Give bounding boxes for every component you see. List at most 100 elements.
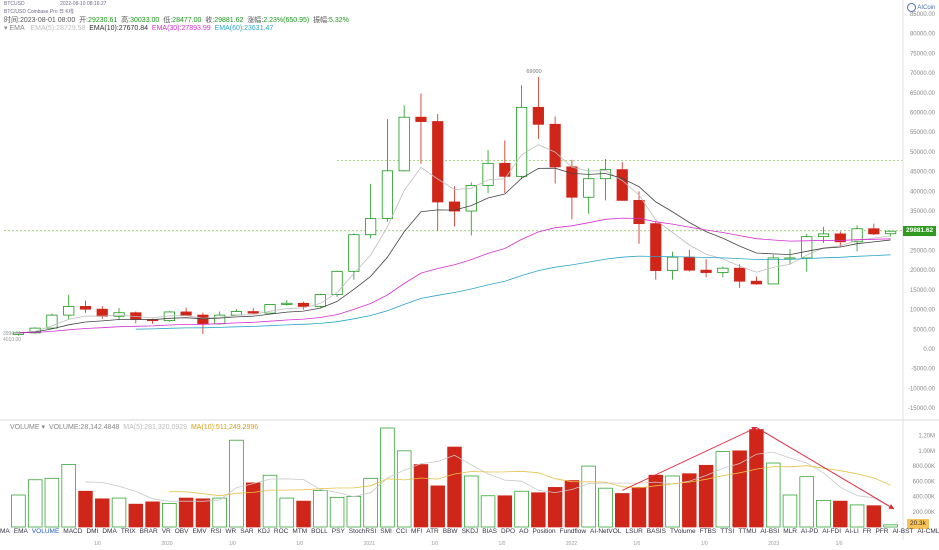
- price-tick-label: 45000.00: [910, 170, 936, 176]
- candle-up: [281, 302, 293, 305]
- indicator-tab-ttsi[interactable]: TTSI: [720, 528, 735, 535]
- price-tick-label: -10000.00: [908, 386, 936, 392]
- ema-legend-name[interactable]: EMA: [9, 25, 25, 32]
- indicator-tab-dmi[interactable]: DMI: [86, 528, 99, 535]
- chart-grid: [4, 160, 903, 232]
- indicator-tab-ftbs[interactable]: FTBS: [699, 528, 717, 535]
- volume-tick-label: 600.00K: [913, 479, 935, 485]
- volume-bar-up: [229, 439, 244, 528]
- indicator-tab-emv[interactable]: EMV: [192, 528, 207, 535]
- price-tick-label: 15000.00: [910, 288, 936, 294]
- volume-bar-down: [648, 474, 664, 528]
- indicator-tab-ma[interactable]: MA: [0, 528, 10, 535]
- indicator-tab-roc[interactable]: ROC: [273, 528, 289, 535]
- indicator-tab-stochrsi[interactable]: StochRSI: [348, 528, 377, 535]
- left-level-tag-2: 4010.00: [3, 337, 22, 343]
- price-tick-label: 10000.00: [910, 308, 936, 314]
- indicator-tab-ai-netvol[interactable]: AI-NetVOL: [590, 528, 622, 535]
- candle-up: [465, 185, 477, 212]
- volume-tick-label: 1.00M: [918, 449, 935, 455]
- candlestick-series: [12, 76, 897, 336]
- indicator-tab-ai-pd[interactable]: AI-PD: [800, 528, 819, 535]
- candle-up: [767, 257, 779, 285]
- indicator-tab-ao[interactable]: AO: [519, 528, 529, 535]
- indicator-tab-obv[interactable]: OBV: [174, 528, 189, 535]
- indicator-tab-ttmu[interactable]: TTMU: [738, 528, 757, 535]
- volume-bar-down: [833, 500, 848, 528]
- indicator-tab-cci[interactable]: CCI: [395, 528, 408, 535]
- indicator-tab-fundflow[interactable]: Fundflow: [559, 528, 587, 535]
- candle-up: [482, 162, 494, 186]
- indicator-tab-ai-fdi[interactable]: AI-FDI: [822, 528, 842, 535]
- candle-down: [96, 308, 108, 317]
- price-tick-label: 20000.00: [910, 268, 936, 274]
- candle-down: [499, 162, 511, 177]
- indicator-tab-bias[interactable]: BIAS: [482, 528, 498, 535]
- volume-bar-down: [531, 492, 546, 528]
- volume-legend-name[interactable]: VOLUME: [10, 424, 40, 431]
- indicator-tab-kdj[interactable]: KDJ: [257, 528, 270, 535]
- indicator-tab-vr[interactable]: VR: [161, 528, 171, 535]
- indicator-tab-dma[interactable]: DMA: [102, 528, 117, 535]
- indicator-tab-bbw[interactable]: BBW: [442, 528, 458, 535]
- ema30-value: EMA(30):27893.99: [151, 25, 211, 32]
- indicator-tab-wr[interactable]: WR: [225, 528, 237, 535]
- price-tick-label: 0.00: [923, 347, 935, 353]
- indicator-tab-mlr[interactable]: MLR: [783, 528, 797, 535]
- price-tick-label: 70000.00: [910, 71, 936, 77]
- ema5-line: [18, 144, 891, 334]
- indicator-tab-position[interactable]: Position: [532, 528, 556, 535]
- candle-up: [46, 314, 58, 329]
- indicator-tab-ema[interactable]: EMA: [13, 528, 28, 535]
- indicator-tab-macd[interactable]: MACD: [63, 528, 83, 535]
- candle-down: [432, 121, 444, 203]
- candle-down: [633, 199, 645, 225]
- peak-price-label: 69000: [526, 68, 542, 75]
- indicator-tab-psy[interactable]: PSY: [331, 528, 345, 535]
- volume-bar-down: [749, 429, 764, 528]
- volume-bar-up: [816, 499, 831, 528]
- low-label: 低: [163, 17, 171, 24]
- volume-legend-toggle[interactable]: ▾: [41, 424, 46, 431]
- ema-lines: [18, 144, 891, 334]
- candle-down: [297, 302, 310, 307]
- indicator-tab-atr[interactable]: ATR: [426, 528, 439, 535]
- date-tick-label: 2022: [566, 541, 577, 547]
- candle-down: [549, 123, 561, 168]
- indicator-tab-fr[interactable]: FR: [862, 528, 872, 535]
- indicator-tab-ai-li[interactable]: AI-LI: [845, 528, 859, 535]
- candle-down: [750, 280, 763, 285]
- volume-bar-up: [27, 479, 43, 528]
- date-tick-label: 1/0: [94, 541, 101, 547]
- indicator-tab-lsur[interactable]: LSUR: [625, 528, 643, 535]
- indicator-tab-brar[interactable]: BRAR: [139, 528, 158, 535]
- volume-bar-up: [883, 524, 898, 528]
- indicator-tab-ai-cmlsi[interactable]: AI-CMLSI: [917, 528, 939, 535]
- indicator-tab-volume[interactable]: VOLUME: [31, 528, 60, 535]
- indicator-tab-mtm[interactable]: MTM: [292, 528, 308, 535]
- source-line: BTCUSD: [4, 1, 25, 7]
- volume-bar-down: [447, 446, 462, 528]
- volume-tick-label: 1.20M: [918, 434, 935, 440]
- volume-bar-down: [615, 493, 630, 528]
- indicator-tab-rsi[interactable]: RSI: [210, 528, 222, 535]
- indicator-tab-tvolume[interactable]: TVolume: [669, 528, 696, 535]
- indicator-tab-trix[interactable]: TRIX: [120, 528, 136, 535]
- ema-legend-toggle[interactable]: ▾: [4, 25, 8, 32]
- indicator-tab-smi[interactable]: SMI: [380, 528, 392, 535]
- indicator-tab-ai-bsi[interactable]: AI-BSI: [760, 528, 780, 535]
- volume-bar-up: [514, 490, 529, 528]
- last-volume-tag: 20.3k: [907, 519, 929, 529]
- indicator-tab-basis[interactable]: BASIS: [646, 528, 666, 535]
- indicator-tab-sar[interactable]: SAR: [240, 528, 254, 535]
- volume-bar-down: [547, 487, 563, 528]
- indicator-tab-pfr[interactable]: PFR: [875, 528, 889, 535]
- indicator-tab-mfi[interactable]: MFI: [411, 528, 423, 535]
- indicator-tab-skdj[interactable]: SKDJ: [461, 528, 479, 535]
- indicator-tab-ai-bst[interactable]: AI-BST: [892, 528, 914, 535]
- candle-up: [583, 178, 595, 198]
- volume-bar-up: [61, 464, 76, 528]
- indicator-tab-dpo[interactable]: DPO: [501, 528, 516, 535]
- indicator-tab-boll[interactable]: BOLL: [311, 528, 328, 535]
